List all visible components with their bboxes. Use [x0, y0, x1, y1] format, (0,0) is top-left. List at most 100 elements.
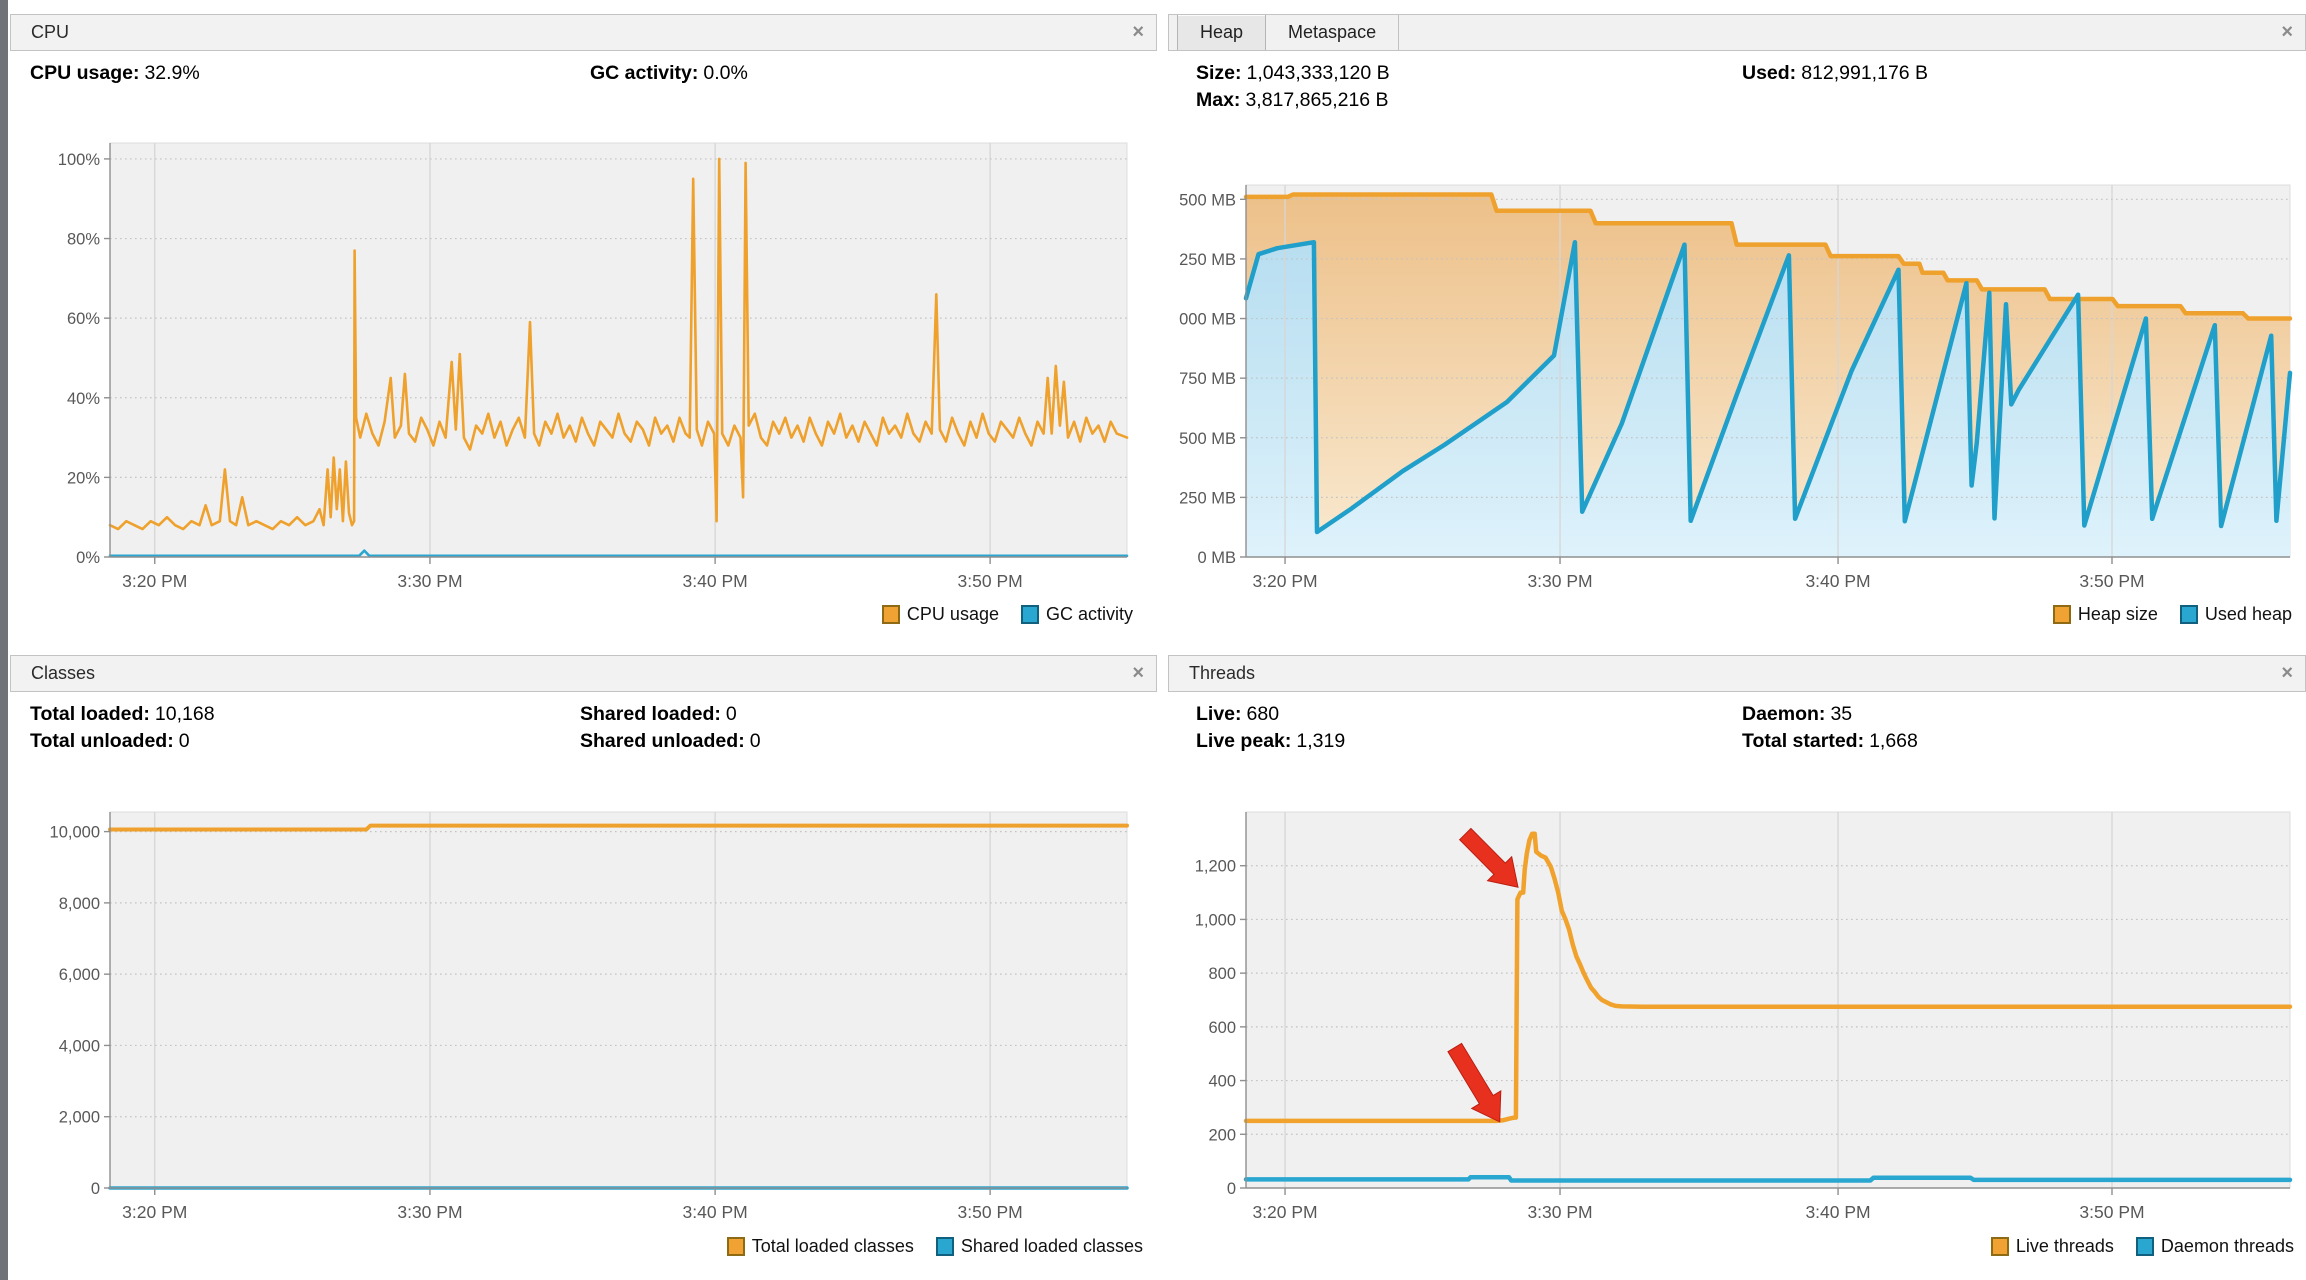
- svg-text:8,000: 8,000: [59, 895, 100, 913]
- legend-label: Live threads: [2015, 1236, 2114, 1256]
- stat-label: Total loaded:: [30, 703, 150, 725]
- svg-text:3:20 PM: 3:20 PM: [1252, 571, 1317, 591]
- shared-unloaded-stat: Shared unloaded: 0: [580, 730, 761, 753]
- svg-text:1,250 MB: 1,250 MB: [1178, 251, 1236, 269]
- stat-label: Daemon:: [1742, 703, 1826, 725]
- classes-chart: 0 2,000 4,000 6,000 8,000 10,000 3:20 PM 3:30 P…: [50, 811, 1129, 1222]
- svg-text:80%: 80%: [67, 231, 100, 249]
- cpu-legend: CPU usage GC activity: [10, 604, 1133, 625]
- svg-text:250 MB: 250 MB: [1179, 489, 1236, 507]
- svg-text:3:30 PM: 3:30 PM: [397, 1202, 462, 1222]
- stat-value: 32.9%: [144, 62, 200, 84]
- svg-text:3:50 PM: 3:50 PM: [958, 571, 1023, 591]
- heap-chart: 0 MB 250 MB 500 MB 750 MB 1,000 MB 1,250 MB 1,…: [1178, 184, 2293, 591]
- threads-panel-header: Threads ×: [1168, 655, 2306, 692]
- gc-activity-legend-swatch: [1020, 605, 1039, 624]
- stat-value: 680: [1246, 703, 1280, 725]
- stat-label: Total started:: [1742, 730, 1865, 752]
- threads-close-icon[interactable]: ×: [2281, 662, 2293, 684]
- heap-used-stat: Used: 812,991,176 B: [1742, 62, 1928, 85]
- svg-text:3:30 PM: 3:30 PM: [397, 571, 462, 591]
- cpu-usage-stat: CPU usage: 32.9%: [30, 62, 200, 85]
- shared-loaded-stat: Shared loaded: 0: [580, 703, 737, 726]
- stat-value: 35: [1830, 703, 1853, 725]
- classes-legend: Total loaded classes Shared loaded class…: [10, 1236, 1143, 1257]
- svg-text:1,200: 1,200: [1195, 858, 1236, 876]
- svg-text:3:40 PM: 3:40 PM: [1805, 1202, 1870, 1222]
- svg-text:3:20 PM: 3:20 PM: [1252, 1202, 1317, 1222]
- cpu-chart: 0% 20% 40% 60% 80% 100% 3:20 PM 3:30 PM 3:40 PM 3…: [58, 142, 1129, 591]
- legend-item: CPU usage: [881, 604, 999, 625]
- red-arrow-annotation: [1458, 827, 1519, 888]
- svg-text:20%: 20%: [67, 469, 100, 487]
- tab-metaspace[interactable]: Metaspace: [1266, 15, 1400, 50]
- live-threads-stat: Live: 680: [1196, 703, 1279, 726]
- threads-chart: 0 200 400 600 800 1,000 1,200 3:20 PM 3:30 PM 3:4…: [1195, 811, 2293, 1222]
- daemon-stat: Daemon: 35: [1742, 703, 1852, 726]
- stat-label: GC activity:: [590, 62, 699, 84]
- live-threads-legend-swatch: [1990, 1237, 2009, 1256]
- svg-text:3:50 PM: 3:50 PM: [958, 1202, 1023, 1222]
- daemon-threads-legend-swatch: [2135, 1237, 2154, 1256]
- window-edge-bar: [0, 0, 8, 1280]
- stat-value: 10,168: [154, 703, 215, 725]
- svg-text:500 MB: 500 MB: [1179, 430, 1236, 448]
- svg-text:1,000: 1,000: [1195, 911, 1236, 929]
- stat-value: 1,043,333,120 B: [1246, 62, 1390, 84]
- legend-label: Total loaded classes: [751, 1236, 914, 1256]
- stat-value: 0.0%: [703, 62, 748, 84]
- svg-text:6,000: 6,000: [59, 966, 100, 984]
- svg-text:100%: 100%: [58, 151, 101, 169]
- heap-close-icon[interactable]: ×: [2281, 21, 2293, 43]
- stat-value: 0: [749, 730, 761, 752]
- svg-text:2,000: 2,000: [59, 1109, 100, 1127]
- cpu-usage-legend-swatch: [881, 605, 900, 624]
- stat-label: Size:: [1196, 62, 1242, 84]
- legend-label: CPU usage: [906, 604, 999, 624]
- threads-legend: Live threads Daemon threads: [1168, 1236, 2294, 1257]
- cpu-panel: CPU × CPU usage: 32.9% GC activity: 0.0% 0…: [10, 14, 1157, 645]
- svg-text:3:30 PM: 3:30 PM: [1527, 571, 1592, 591]
- svg-text:200: 200: [1208, 1126, 1236, 1144]
- total-started-stat: Total started: 1,668: [1742, 730, 1918, 753]
- stat-label: Live peak:: [1196, 730, 1292, 752]
- cpu-panel-title: CPU: [31, 22, 70, 42]
- svg-text:0: 0: [91, 1180, 100, 1198]
- stat-label: Live:: [1196, 703, 1242, 725]
- svg-text:3:30 PM: 3:30 PM: [1527, 1202, 1592, 1222]
- legend-label: Shared loaded classes: [960, 1236, 1143, 1256]
- stat-label: CPU usage:: [30, 62, 140, 84]
- red-arrow-annotation: [1447, 1042, 1502, 1123]
- live-peak-stat: Live peak: 1,319: [1196, 730, 1345, 753]
- svg-text:600: 600: [1208, 1019, 1236, 1037]
- total-unloaded-stat: Total unloaded: 0: [30, 730, 190, 753]
- heap-panel: Heap Metaspace × Size: 1,043,333,120 B Max…: [1168, 14, 2306, 645]
- legend-item: Heap size: [2052, 604, 2158, 625]
- svg-text:3:50 PM: 3:50 PM: [2079, 571, 2144, 591]
- legend-item: Live threads: [1990, 1236, 2114, 1257]
- stat-value: 0: [178, 730, 190, 752]
- cpu-panel-header: CPU ×: [10, 14, 1157, 51]
- classes-panel-title: Classes: [31, 663, 96, 683]
- svg-text:750 MB: 750 MB: [1179, 370, 1236, 388]
- stat-label: Shared unloaded:: [580, 730, 745, 752]
- shared-loaded-legend-swatch: [935, 1237, 954, 1256]
- classes-close-icon[interactable]: ×: [1132, 662, 1144, 684]
- stat-value: 1,668: [1869, 730, 1918, 752]
- svg-text:3:50 PM: 3:50 PM: [2079, 1202, 2144, 1222]
- svg-text:0%: 0%: [76, 549, 100, 567]
- used-heap-legend-swatch: [2179, 605, 2198, 624]
- threads-panel-title: Threads: [1189, 663, 1256, 683]
- tab-heap[interactable]: Heap: [1177, 15, 1267, 50]
- heap-max-stat: Max: 3,817,865,216 B: [1196, 89, 1389, 112]
- heap-tab-bar: Heap Metaspace ×: [1168, 14, 2306, 51]
- cpu-close-icon[interactable]: ×: [1132, 21, 1144, 43]
- legend-label: Daemon threads: [2160, 1236, 2294, 1256]
- classes-panel: Classes × Total loaded: 10,168 Total unlo…: [10, 655, 1157, 1280]
- stat-value: 3,817,865,216 B: [1245, 89, 1389, 111]
- total-loaded-stat: Total loaded: 10,168: [30, 703, 215, 726]
- svg-text:400: 400: [1208, 1073, 1236, 1091]
- threads-panel: Threads × Live: 680 Live peak: 1,319 Daemo…: [1168, 655, 2306, 1280]
- svg-text:3:40 PM: 3:40 PM: [1805, 571, 1870, 591]
- heap-legend: Heap size Used heap: [1168, 604, 2292, 625]
